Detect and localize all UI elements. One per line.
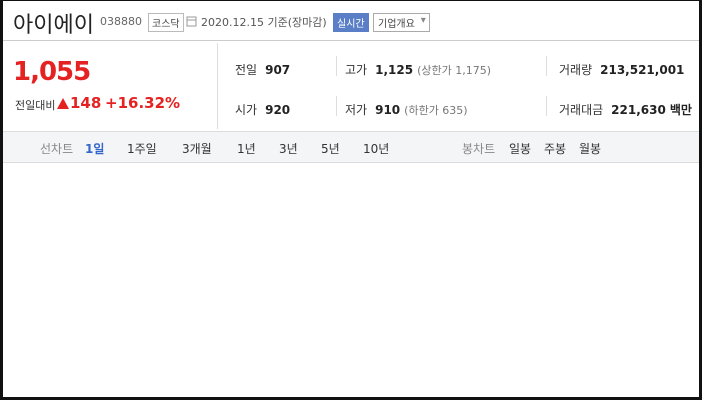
stat-note: (하한가 635)	[404, 104, 468, 117]
stat-label: 거래량	[559, 63, 593, 77]
tab[interactable]: 1일	[85, 142, 105, 156]
stat-value: 920	[265, 103, 291, 117]
stat-label: 시가	[235, 103, 258, 117]
stat-label: 고가	[345, 63, 368, 77]
company-info-button[interactable]: 기업개요 ▾	[373, 13, 430, 32]
separator	[546, 56, 547, 76]
tab[interactable]: 일봉	[509, 142, 532, 156]
tab[interactable]: 1주일	[127, 142, 157, 156]
tab-group-label: 봉차트	[462, 142, 496, 156]
intraday-chart	[3, 161, 702, 400]
stat-value: 907	[265, 63, 291, 77]
stat-note: (상한가 1,175)	[417, 64, 491, 77]
tab[interactable]: 3개월	[182, 142, 212, 156]
stat-value: 221,630	[611, 103, 666, 117]
stat-value: 213,521,001	[600, 63, 685, 77]
tab[interactable]: 주봉	[544, 142, 567, 156]
tab-group-label: 선차트	[40, 142, 74, 156]
stat: 거래량 213,521,001	[559, 59, 684, 78]
stat-label: 거래대금	[559, 103, 604, 117]
separator	[336, 56, 337, 76]
stat: 저가 910 (하한가 635)	[345, 99, 468, 118]
stock-code: 038880	[100, 15, 142, 28]
calendar-icon: 8739391,0051,0711,137	[186, 16, 197, 27]
realtime-button[interactable]: 실시간	[333, 13, 369, 32]
stat-value: 910	[375, 103, 401, 117]
change: 148	[70, 94, 102, 112]
market-badge: 코스닥	[148, 13, 184, 32]
tab[interactable]: 5년	[321, 142, 340, 156]
current-price: 1,055	[13, 57, 91, 87]
tab[interactable]: 3년	[279, 142, 298, 156]
stock-name: 아이에이	[13, 13, 94, 38]
price-box: 1,055 전일대비 148 +16.32%	[7, 43, 218, 129]
change-label: 전일대비	[15, 99, 56, 112]
stat-unit: 백만	[669, 103, 692, 117]
date: 2020.12.15 기준(장마감)	[201, 16, 327, 29]
tab[interactable]: 1년	[237, 142, 256, 156]
separator	[336, 96, 337, 116]
tab[interactable]: 월봉	[579, 142, 602, 156]
stat-value: 1,125	[375, 63, 414, 77]
tab[interactable]: 10년	[363, 142, 390, 156]
company-info-text: 기업개요	[378, 19, 415, 30]
separator	[546, 96, 547, 116]
divider	[3, 40, 699, 41]
stat: 고가 1,125 (상한가 1,175)	[345, 59, 491, 78]
dropdown-arrow: ▾	[420, 15, 426, 26]
stat: 시가 920	[235, 99, 290, 118]
stat-label: 전일	[235, 63, 258, 77]
up-arrow	[57, 98, 69, 109]
tab-bar: 선차트 1일 1주일 3개월 1년 3년 5년 10년 봉차트 일봉 주봉 월봉	[3, 131, 699, 163]
stat: 거래대금 221,630 백만	[559, 99, 692, 118]
stat-label: 저가	[345, 103, 368, 117]
change-percent: +16.32%	[105, 94, 181, 112]
stat: 전일 907	[235, 59, 290, 78]
